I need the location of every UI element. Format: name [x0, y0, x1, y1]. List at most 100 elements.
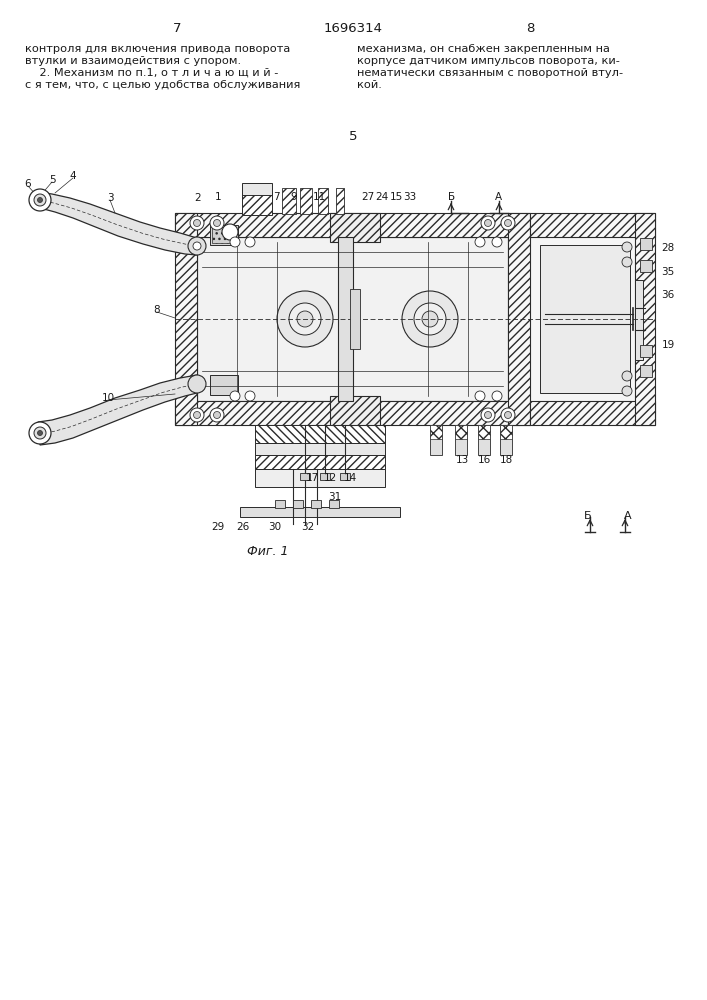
- Bar: [330, 396, 380, 425]
- Bar: [635, 280, 643, 360]
- Text: Фиг. 1: Фиг. 1: [247, 545, 288, 558]
- Text: нематически связанным с поворотной втул-: нематически связанным с поворотной втул-: [357, 68, 623, 78]
- Bar: [635, 213, 655, 425]
- Circle shape: [194, 412, 201, 418]
- Bar: [540, 245, 630, 393]
- Circle shape: [34, 194, 46, 206]
- Bar: [175, 213, 197, 425]
- Bar: [336, 188, 344, 214]
- Bar: [212, 227, 236, 243]
- Bar: [500, 425, 512, 439]
- Circle shape: [501, 216, 515, 230]
- Text: 2: 2: [194, 193, 201, 203]
- Text: 11: 11: [312, 192, 326, 202]
- Bar: [340, 473, 350, 480]
- Text: 15: 15: [390, 192, 402, 202]
- Bar: [500, 425, 512, 455]
- Text: 1696314: 1696314: [324, 21, 382, 34]
- Bar: [640, 345, 652, 357]
- Circle shape: [190, 408, 204, 422]
- Bar: [255, 443, 385, 455]
- Text: 30: 30: [269, 522, 281, 532]
- Text: 33: 33: [404, 192, 416, 202]
- Text: 29: 29: [211, 522, 225, 532]
- Text: 4: 4: [70, 171, 76, 181]
- Circle shape: [622, 386, 632, 396]
- Text: 14: 14: [344, 473, 356, 483]
- Text: втулки и взаимодействия с упором.: втулки и взаимодействия с упором.: [25, 56, 241, 66]
- Circle shape: [210, 216, 224, 230]
- Bar: [242, 183, 272, 195]
- Text: 10: 10: [101, 393, 115, 403]
- Circle shape: [402, 291, 458, 347]
- Bar: [640, 365, 652, 377]
- Text: 26: 26: [236, 522, 250, 532]
- Circle shape: [492, 391, 502, 401]
- Circle shape: [230, 237, 240, 247]
- Circle shape: [245, 237, 255, 247]
- Text: 3: 3: [107, 193, 113, 203]
- Text: контроля для включения привода поворота: контроля для включения привода поворота: [25, 44, 291, 54]
- Text: 17: 17: [305, 473, 319, 483]
- Circle shape: [422, 311, 438, 327]
- Bar: [530, 237, 635, 401]
- Bar: [640, 238, 652, 250]
- Text: 5: 5: [349, 129, 357, 142]
- Circle shape: [34, 427, 46, 439]
- Text: 7: 7: [273, 192, 279, 202]
- Circle shape: [289, 303, 321, 335]
- Text: A: A: [494, 192, 501, 202]
- Text: с я тем, что, с целью удобства обслуживания: с я тем, что, с целью удобства обслужива…: [25, 80, 300, 90]
- Circle shape: [37, 430, 42, 436]
- Circle shape: [475, 391, 485, 401]
- Circle shape: [230, 391, 240, 401]
- Text: 6: 6: [25, 179, 31, 189]
- Text: 12: 12: [323, 473, 337, 483]
- Circle shape: [188, 237, 206, 255]
- Circle shape: [37, 198, 42, 202]
- Bar: [455, 425, 467, 439]
- Polygon shape: [38, 375, 197, 445]
- Circle shape: [188, 375, 206, 393]
- Bar: [300, 473, 310, 480]
- Bar: [242, 193, 272, 215]
- Text: 31: 31: [328, 492, 341, 502]
- Text: Б: Б: [584, 511, 592, 521]
- Text: 8: 8: [526, 21, 534, 34]
- Bar: [318, 188, 328, 214]
- Circle shape: [194, 220, 201, 227]
- Text: 9: 9: [291, 192, 298, 202]
- Circle shape: [214, 412, 221, 418]
- Bar: [197, 237, 508, 401]
- Bar: [275, 500, 285, 508]
- Circle shape: [414, 303, 446, 335]
- Circle shape: [501, 408, 515, 422]
- Circle shape: [222, 224, 238, 240]
- Circle shape: [190, 216, 204, 230]
- Text: 8: 8: [153, 305, 160, 315]
- Circle shape: [505, 220, 511, 227]
- Circle shape: [481, 408, 495, 422]
- Circle shape: [29, 422, 51, 444]
- Text: 18: 18: [499, 455, 513, 465]
- Text: 35: 35: [661, 267, 674, 277]
- Bar: [478, 425, 490, 455]
- Bar: [338, 237, 353, 401]
- Text: 1: 1: [215, 192, 221, 202]
- Bar: [329, 500, 339, 508]
- Polygon shape: [38, 192, 197, 255]
- Circle shape: [484, 220, 491, 227]
- Bar: [508, 213, 530, 425]
- Circle shape: [622, 371, 632, 381]
- Bar: [430, 425, 442, 455]
- Text: 19: 19: [661, 340, 674, 350]
- Circle shape: [484, 412, 491, 418]
- Bar: [255, 455, 385, 469]
- Text: механизма, он снабжен закрепленным на: механизма, он снабжен закрепленным на: [357, 44, 610, 54]
- Circle shape: [481, 216, 495, 230]
- Circle shape: [492, 237, 502, 247]
- Text: 16: 16: [477, 455, 491, 465]
- Bar: [640, 260, 652, 272]
- Bar: [210, 375, 238, 395]
- Bar: [320, 473, 330, 480]
